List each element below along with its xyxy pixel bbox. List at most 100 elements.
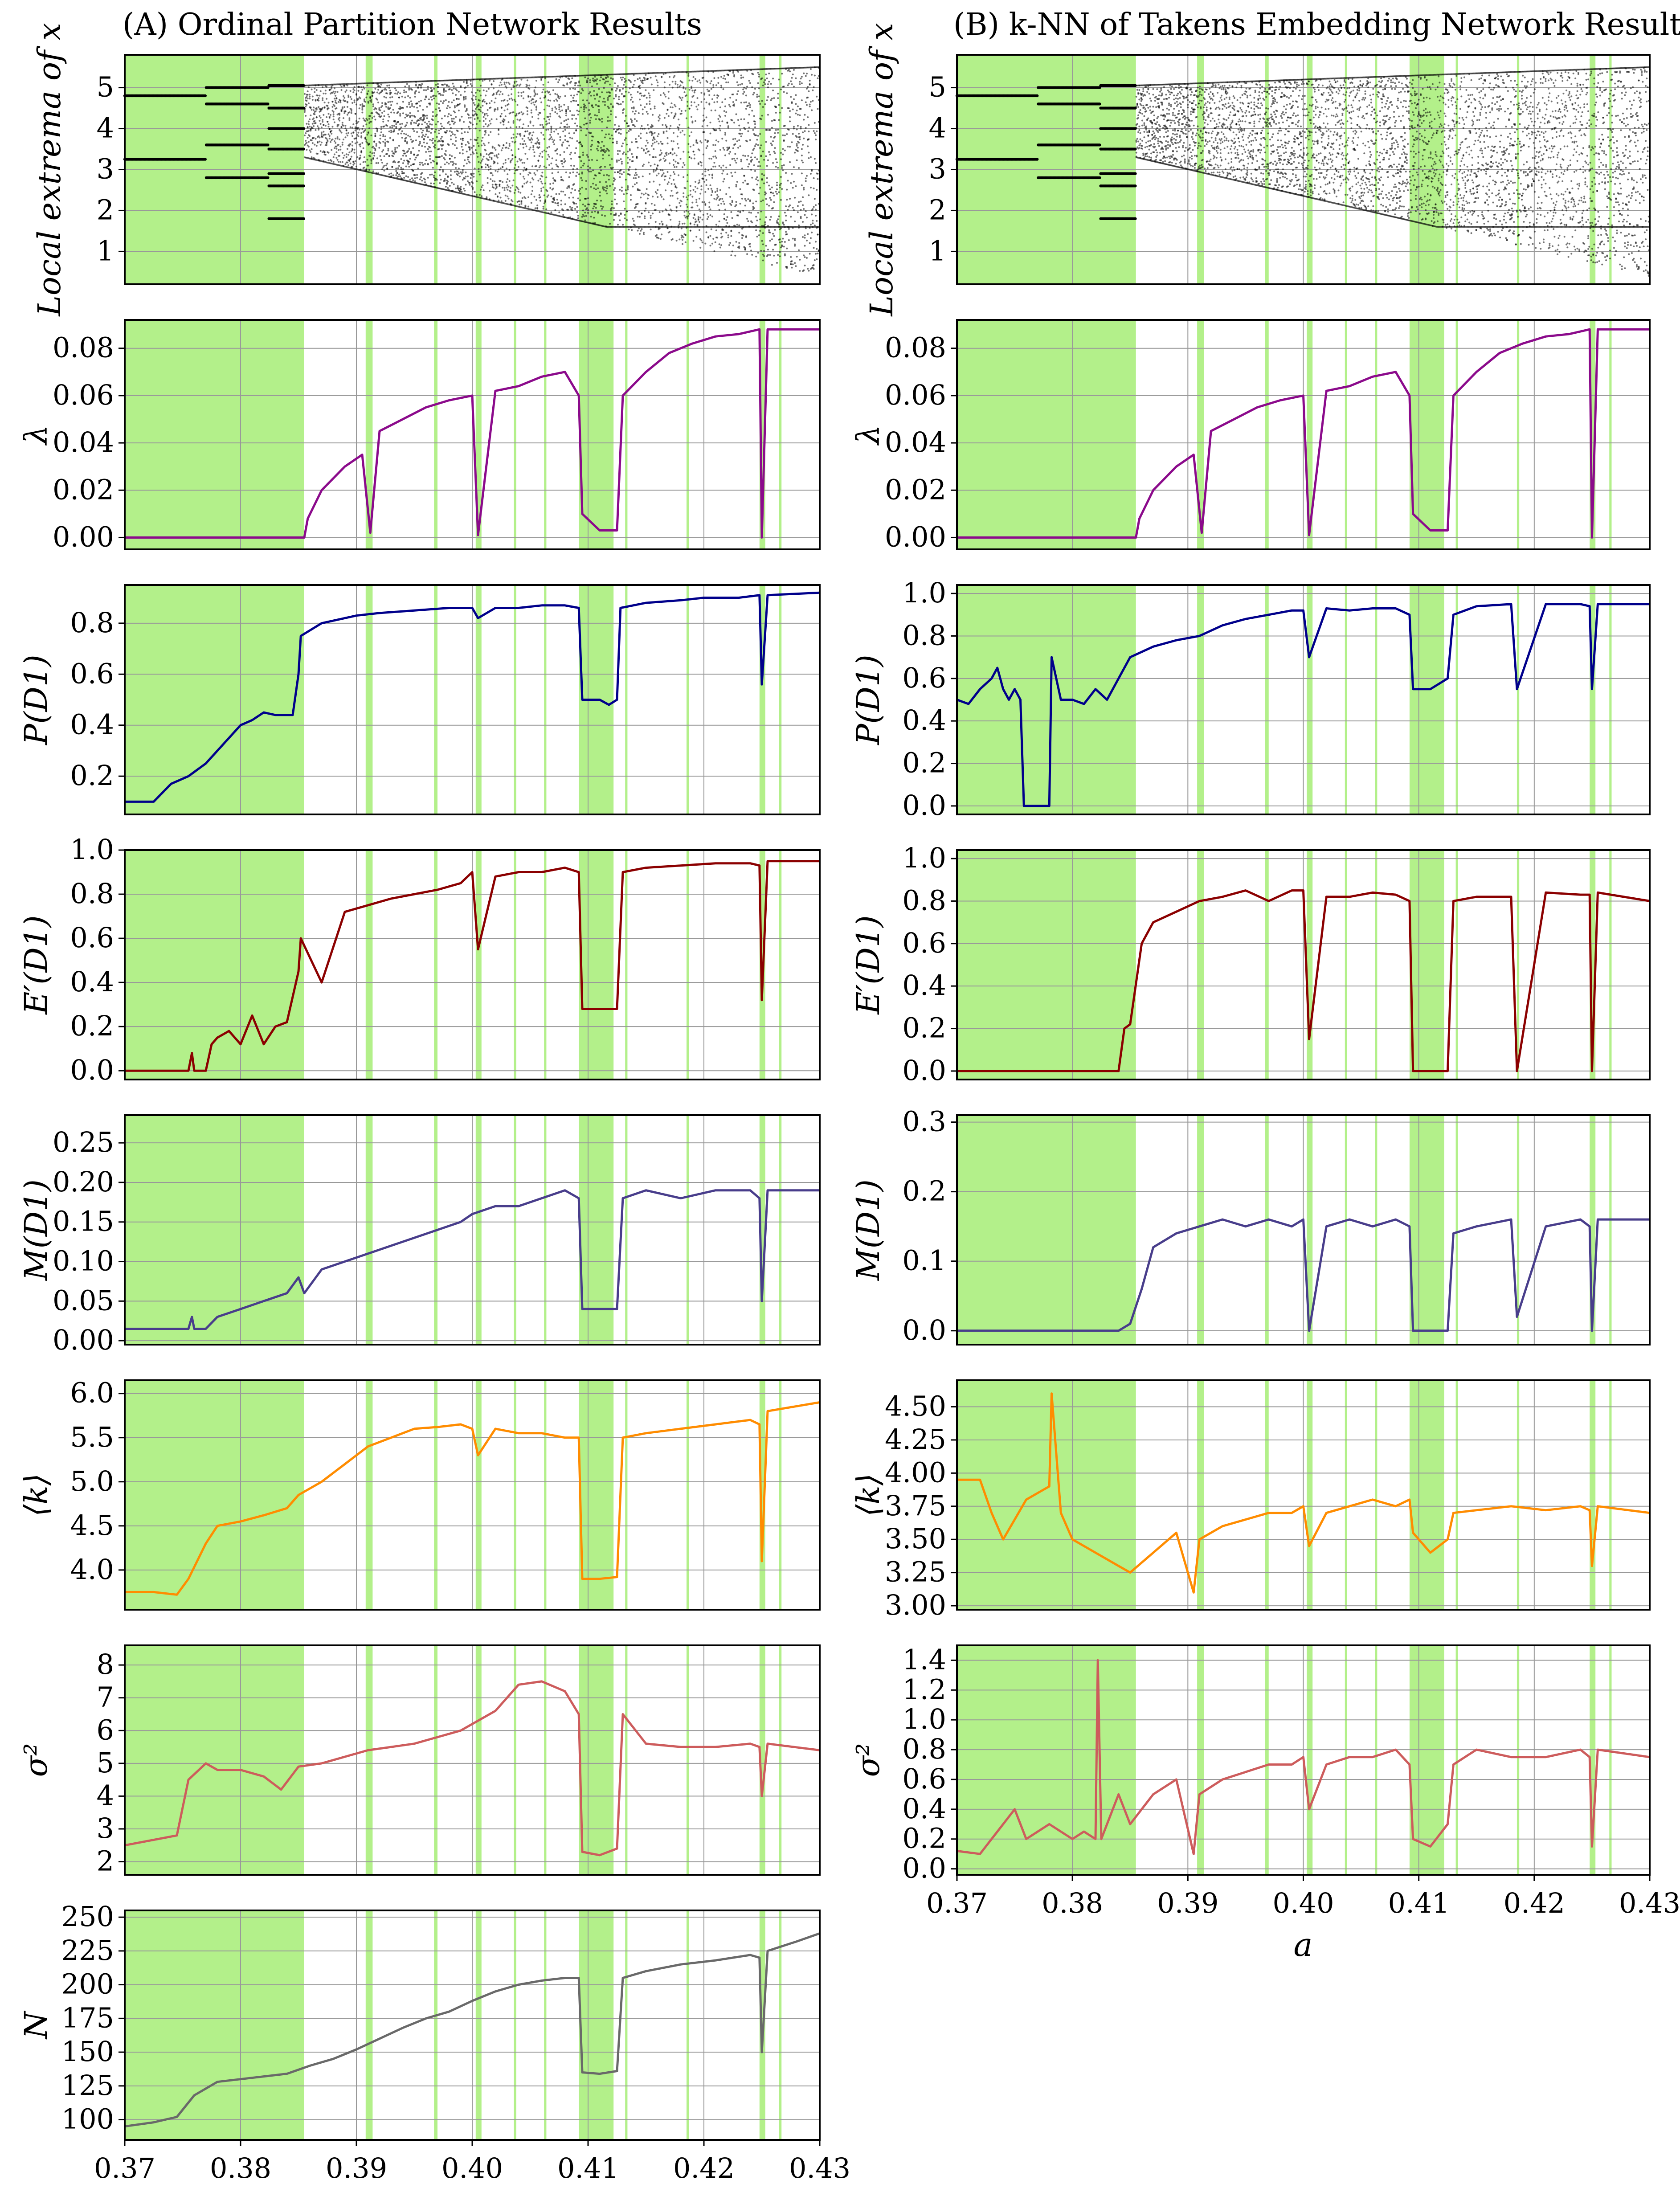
- bif-point: [499, 196, 502, 199]
- bif-point: [487, 142, 490, 144]
- bif-point: [721, 101, 724, 103]
- bif-point: [309, 118, 311, 120]
- bif-point: [394, 87, 396, 90]
- bif-point: [703, 180, 706, 183]
- bif-point: [529, 147, 531, 149]
- bif-point: [323, 131, 325, 133]
- bif-point: [346, 102, 348, 104]
- bif-point: [485, 163, 487, 165]
- bif-point: [671, 238, 674, 240]
- bif-point: [327, 151, 330, 154]
- bif-point: [657, 85, 659, 87]
- bif-point: [461, 146, 463, 148]
- bif-point: [526, 107, 528, 109]
- bif-point: [433, 175, 435, 177]
- bif-point: [513, 167, 515, 169]
- bif-point: [588, 102, 590, 104]
- bif-point: [571, 188, 573, 190]
- bif-point: [554, 111, 556, 113]
- bif-point: [444, 163, 446, 165]
- bif-point: [621, 145, 623, 147]
- bif-point: [632, 101, 634, 103]
- bif-point: [539, 178, 541, 180]
- bif-point: [676, 86, 679, 89]
- bif-point: [496, 162, 499, 164]
- bif-point: [552, 201, 554, 203]
- bif-point: [568, 144, 570, 147]
- bif-point: [609, 95, 611, 97]
- bif-point: [409, 135, 411, 138]
- bif-point: [319, 136, 321, 139]
- bif-point: [628, 130, 630, 132]
- bif-point: [655, 234, 658, 236]
- bif-point: [426, 142, 428, 144]
- bif-point: [487, 166, 490, 168]
- bif-point: [574, 208, 576, 210]
- bif-point: [486, 112, 488, 115]
- bif-point: [629, 194, 632, 196]
- bif-point: [658, 184, 661, 186]
- bif-point: [675, 154, 678, 156]
- bif-point: [507, 108, 509, 110]
- bif-point: [607, 116, 609, 119]
- bif-point: [594, 98, 596, 100]
- bif-point: [657, 164, 659, 167]
- bif-point: [307, 90, 309, 92]
- bif-point: [534, 86, 536, 89]
- bif-point: [407, 114, 409, 116]
- bif-point: [662, 103, 665, 105]
- bif-point: [559, 95, 561, 98]
- bif-point: [595, 188, 597, 190]
- bif-point: [554, 202, 556, 204]
- bif-point: [503, 170, 506, 172]
- bif-point: [522, 176, 524, 178]
- bif-point: [448, 163, 450, 165]
- bif-point: [693, 101, 695, 103]
- bif-point: [424, 163, 426, 165]
- bif-point: [530, 141, 532, 143]
- bif-point: [567, 209, 569, 211]
- bif-point: [411, 177, 413, 180]
- bif-point: [666, 130, 668, 132]
- bif-point: [491, 145, 494, 147]
- bif-point: [710, 194, 712, 196]
- bif-point: [541, 172, 544, 174]
- bif-point: [437, 90, 439, 93]
- bif-point: [429, 158, 431, 160]
- bif-point: [421, 83, 423, 85]
- bif-point: [632, 86, 634, 88]
- bif-point: [418, 101, 420, 103]
- bif-point: [490, 123, 492, 125]
- bif-point: [313, 137, 315, 139]
- bif-point: [391, 101, 393, 103]
- bif-point: [539, 112, 541, 114]
- bif-point: [590, 116, 592, 119]
- bif-point: [306, 123, 308, 125]
- bif-point: [714, 150, 716, 152]
- bif-point: [636, 120, 638, 122]
- y-tick-label-1: 2: [97, 193, 114, 226]
- bif-point: [331, 130, 333, 132]
- bif-point: [713, 77, 715, 79]
- bif-point: [720, 76, 723, 78]
- bif-point: [352, 127, 354, 129]
- bif-point: [495, 154, 498, 156]
- bif-point: [507, 99, 509, 102]
- bif-point: [415, 156, 417, 159]
- bif-point: [319, 115, 321, 117]
- bif-point: [565, 119, 567, 121]
- bif-point: [519, 192, 522, 194]
- bif-point: [390, 92, 392, 94]
- bif-point: [356, 165, 357, 168]
- bif-point: [654, 221, 657, 223]
- bif-point: [496, 156, 499, 159]
- bif-point: [675, 166, 678, 168]
- bif-point: [452, 161, 454, 163]
- bif-point: [585, 188, 587, 190]
- bif-point: [340, 131, 343, 134]
- bif-point: [413, 122, 415, 124]
- bif-point: [337, 149, 339, 151]
- bif-point: [648, 211, 650, 213]
- bif-point: [548, 164, 550, 166]
- bif-point: [315, 89, 318, 91]
